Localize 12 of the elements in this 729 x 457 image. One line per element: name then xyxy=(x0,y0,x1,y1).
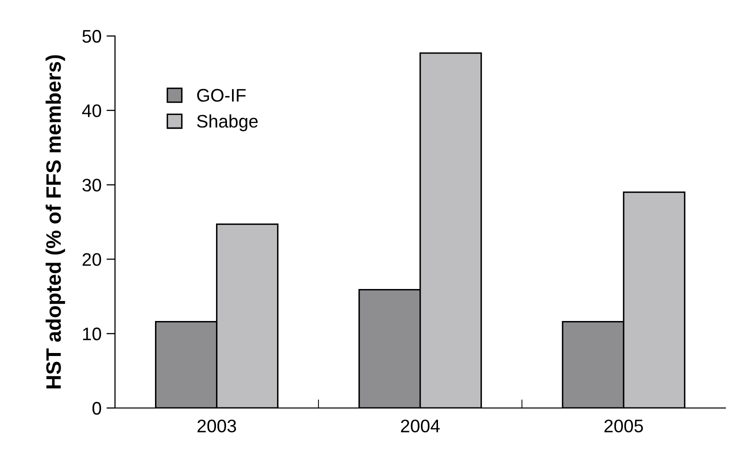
y-tick-label: 40 xyxy=(82,104,102,118)
y-tick-label: 50 xyxy=(82,30,102,43)
y-tick-label: 20 xyxy=(82,253,102,266)
y-tick-label: 30 xyxy=(82,178,102,192)
x-tick-label: 2004 xyxy=(401,420,440,432)
legend-label: Shabge xyxy=(197,114,258,132)
y-tick-label: 0 xyxy=(92,402,102,415)
x-tick-label: 2005 xyxy=(604,420,643,432)
legend-label: GO-IF xyxy=(197,88,246,102)
y-axis-title: HST adopted (% of FFS members) xyxy=(46,55,66,388)
x-tick-label: 2003 xyxy=(198,420,236,432)
y-tick-label: 10 xyxy=(83,328,102,340)
